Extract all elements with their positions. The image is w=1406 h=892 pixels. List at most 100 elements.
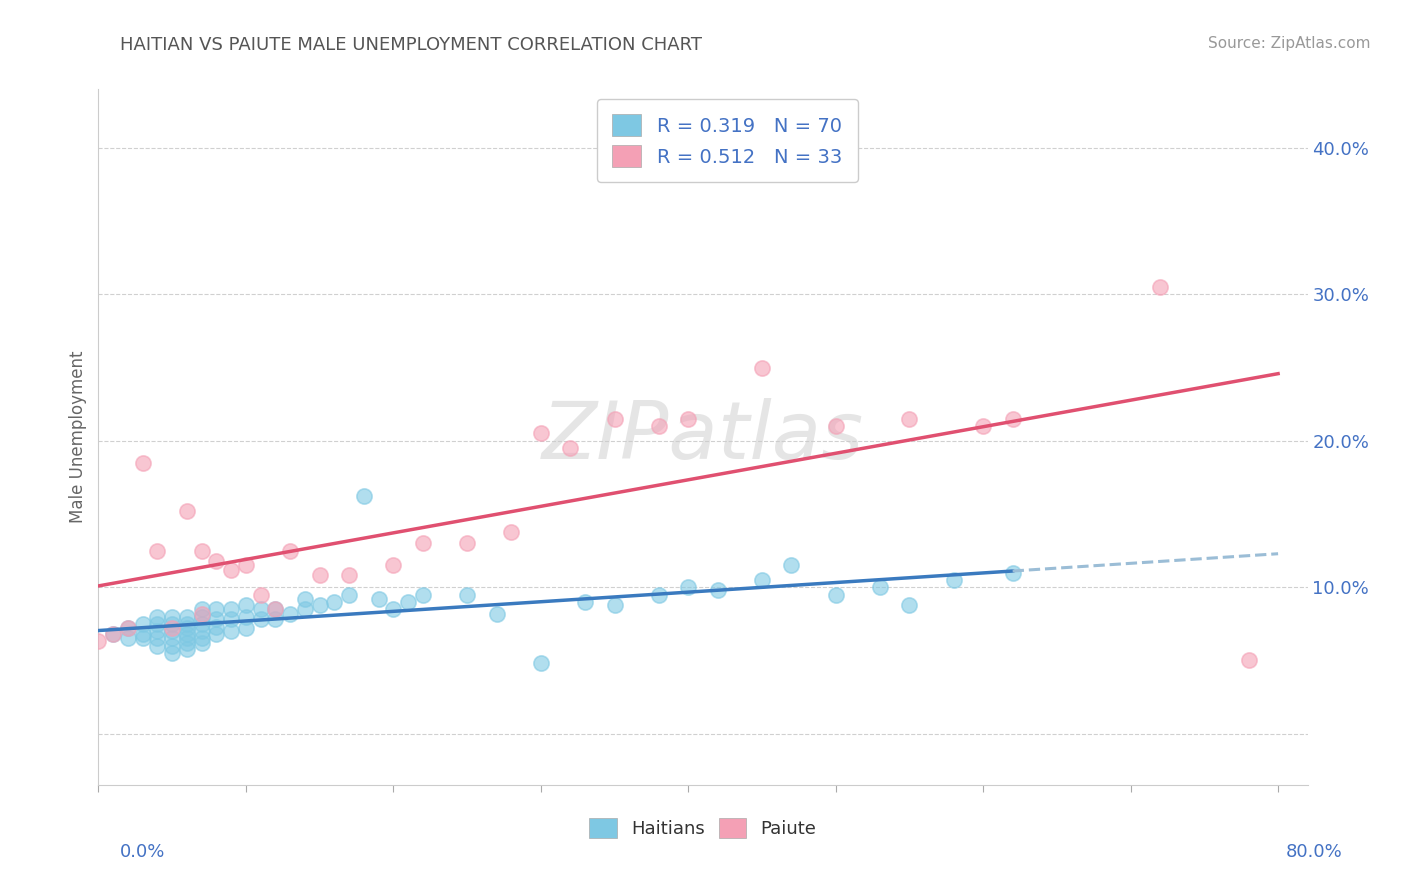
Point	[560, 441, 582, 455]
Point	[190, 602, 212, 616]
Point	[205, 620, 228, 634]
Text: 0.0%: 0.0%	[120, 843, 165, 861]
Point	[249, 612, 271, 626]
Point	[898, 411, 921, 425]
Point	[1001, 411, 1024, 425]
Point	[205, 554, 228, 568]
Point	[780, 558, 803, 573]
Point	[146, 609, 169, 624]
Point	[87, 634, 110, 648]
Point	[337, 588, 360, 602]
Point	[972, 419, 994, 434]
Point	[205, 602, 228, 616]
Point	[190, 543, 212, 558]
Y-axis label: Male Unemployment: Male Unemployment	[69, 351, 87, 524]
Point	[603, 598, 626, 612]
Point	[751, 360, 773, 375]
Point	[131, 456, 153, 470]
Point	[131, 616, 153, 631]
Point	[176, 616, 198, 631]
Point	[235, 558, 257, 573]
Point	[176, 621, 198, 635]
Point	[294, 591, 316, 606]
Point	[337, 568, 360, 582]
Point	[678, 580, 700, 594]
Point	[146, 624, 169, 639]
Point	[160, 624, 183, 639]
Point	[648, 419, 671, 434]
Point	[367, 591, 389, 606]
Legend: Haitians, Paiute: Haitians, Paiute	[582, 811, 824, 846]
Point	[412, 536, 434, 550]
Point	[382, 558, 405, 573]
Point	[190, 607, 212, 621]
Point	[219, 612, 242, 626]
Point	[249, 602, 271, 616]
Point	[176, 504, 198, 518]
Point	[146, 543, 169, 558]
Point	[898, 598, 921, 612]
Point	[323, 595, 346, 609]
Text: 80.0%: 80.0%	[1286, 843, 1343, 861]
Point	[603, 411, 626, 425]
Point	[235, 598, 257, 612]
Point	[176, 609, 198, 624]
Point	[131, 627, 153, 641]
Point	[574, 595, 596, 609]
Point	[190, 624, 212, 639]
Point	[751, 573, 773, 587]
Point	[353, 490, 375, 504]
Point	[160, 616, 183, 631]
Point	[824, 419, 846, 434]
Point	[706, 583, 728, 598]
Point	[308, 568, 330, 582]
Point	[101, 627, 124, 641]
Point	[176, 636, 198, 650]
Point	[176, 641, 198, 656]
Point	[824, 588, 846, 602]
Point	[205, 612, 228, 626]
Point	[456, 536, 478, 550]
Point	[219, 563, 242, 577]
Point	[160, 639, 183, 653]
Point	[869, 580, 891, 594]
Text: Source: ZipAtlas.com: Source: ZipAtlas.com	[1208, 36, 1371, 51]
Point	[942, 573, 965, 587]
Text: ZIPatlas: ZIPatlas	[541, 398, 865, 476]
Point	[382, 602, 405, 616]
Point	[308, 598, 330, 612]
Point	[530, 426, 553, 441]
Point	[131, 632, 153, 646]
Point	[264, 602, 287, 616]
Point	[1001, 566, 1024, 580]
Point	[176, 627, 198, 641]
Point	[190, 632, 212, 646]
Point	[146, 616, 169, 631]
Point	[101, 627, 124, 641]
Point	[235, 609, 257, 624]
Point	[396, 595, 419, 609]
Text: HAITIAN VS PAIUTE MALE UNEMPLOYMENT CORRELATION CHART: HAITIAN VS PAIUTE MALE UNEMPLOYMENT CORR…	[120, 36, 702, 54]
Point	[176, 632, 198, 646]
Point	[264, 602, 287, 616]
Point	[117, 621, 139, 635]
Point	[264, 612, 287, 626]
Point	[160, 609, 183, 624]
Point	[530, 657, 553, 671]
Point	[190, 609, 212, 624]
Point	[278, 607, 301, 621]
Point	[278, 543, 301, 558]
Point	[117, 632, 139, 646]
Point	[219, 602, 242, 616]
Point	[160, 621, 183, 635]
Point	[456, 588, 478, 602]
Point	[501, 524, 523, 539]
Point	[648, 588, 671, 602]
Point	[117, 621, 139, 635]
Point	[219, 624, 242, 639]
Point	[485, 607, 508, 621]
Point	[190, 636, 212, 650]
Point	[678, 411, 700, 425]
Point	[205, 627, 228, 641]
Point	[294, 602, 316, 616]
